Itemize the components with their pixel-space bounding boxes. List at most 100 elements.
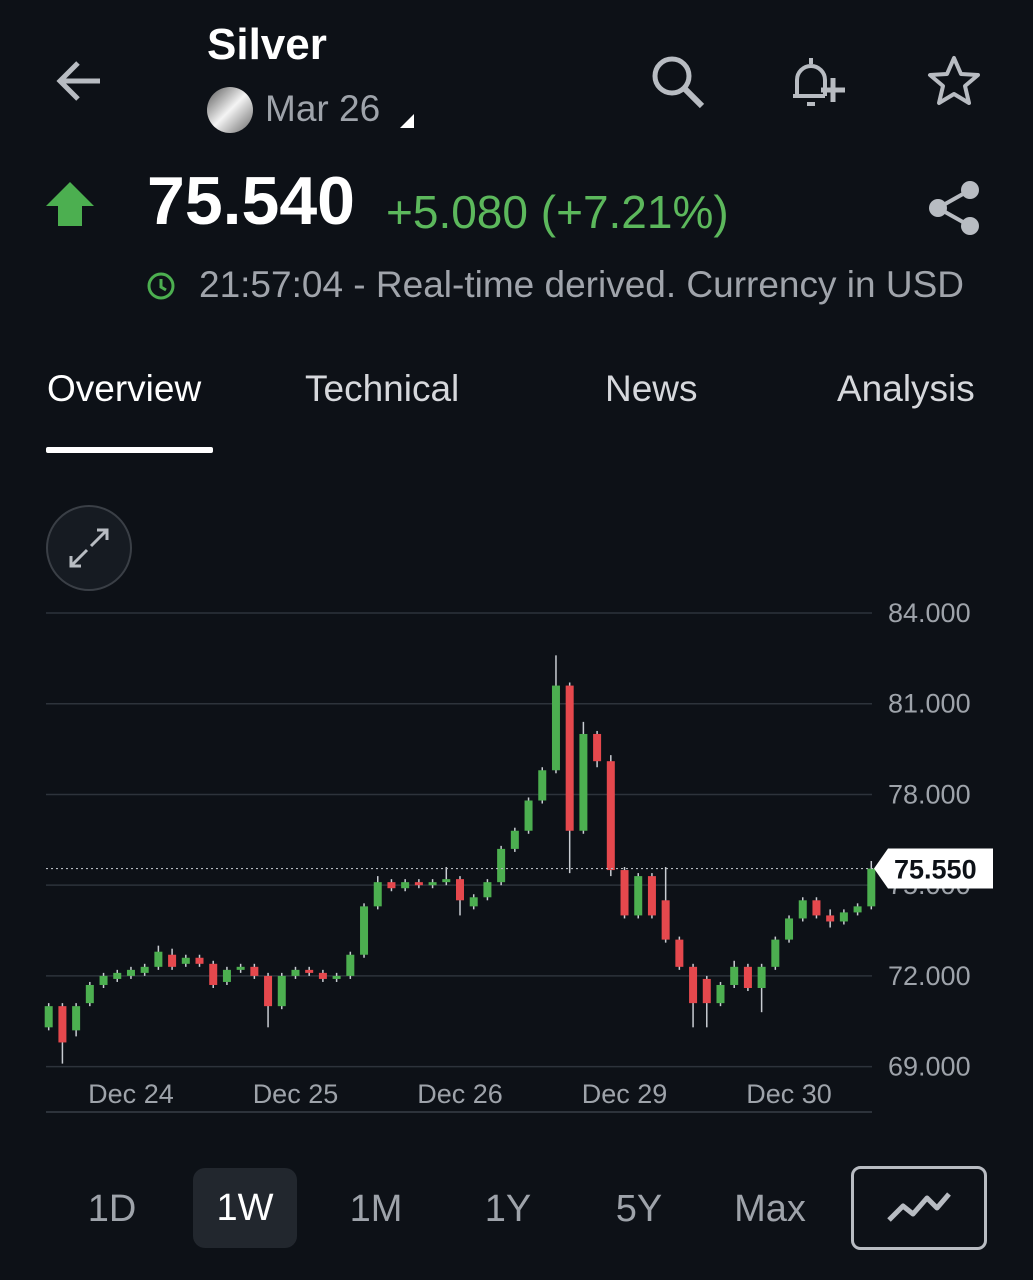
search-icon[interactable] — [648, 52, 708, 110]
candle-body — [99, 975, 108, 985]
candle-body — [373, 882, 382, 907]
candle-body — [456, 879, 464, 901]
x-tick-label: Dec 24 — [88, 1079, 174, 1109]
candle-body — [264, 975, 273, 1007]
candle-body — [785, 918, 794, 940]
candle-body — [209, 963, 218, 985]
candle-body — [442, 879, 451, 883]
candle-body — [126, 969, 135, 976]
tab[interactable]: News — [605, 368, 698, 409]
candle-body — [140, 966, 149, 973]
candle-body — [716, 984, 725, 1004]
last-price-label: 75.550 — [894, 855, 977, 885]
candle-body — [510, 830, 519, 849]
candlestick-chart: 69.00072.00075.00078.00081.00084.000Dec … — [44, 598, 993, 1113]
x-tick-label: Dec 29 — [582, 1079, 668, 1109]
y-tick-label: 78.000 — [888, 779, 971, 809]
chart-style-button[interactable] — [851, 1166, 987, 1250]
candle-body — [867, 868, 876, 907]
x-tick-label: Dec 30 — [746, 1079, 832, 1109]
range-option[interactable]: 1M — [349, 1188, 403, 1230]
last-price-tag — [874, 848, 993, 889]
candle-body — [647, 876, 656, 916]
candle-body — [414, 882, 423, 886]
tab[interactable]: Analysis — [837, 368, 975, 409]
candle-body — [305, 969, 314, 973]
candle-body — [812, 900, 821, 916]
y-tick-label: 81.000 — [888, 689, 971, 719]
candle-body — [826, 915, 835, 922]
candle-body — [579, 733, 588, 831]
candle-body — [620, 870, 629, 916]
candle-body — [743, 966, 752, 989]
candle-body — [839, 912, 848, 922]
y-tick-label: 72.000 — [888, 961, 971, 991]
expand-button[interactable] — [45, 504, 133, 592]
clock-icon — [147, 272, 175, 300]
back-button[interactable] — [50, 55, 110, 107]
candle-body — [634, 876, 643, 916]
candle-body — [332, 975, 341, 979]
title: Silver — [207, 20, 327, 69]
candle-body — [497, 848, 506, 883]
candle-body — [44, 1006, 53, 1028]
candle-body — [551, 685, 560, 771]
tab-underline — [46, 447, 213, 453]
candle-body — [401, 882, 410, 889]
candle-body — [236, 966, 245, 970]
candle-body — [606, 761, 615, 871]
range-option[interactable]: 5Y — [615, 1188, 663, 1230]
candle-body — [168, 954, 177, 967]
candle-body — [771, 939, 780, 967]
candle-body — [360, 906, 369, 955]
candle-body — [483, 882, 492, 898]
candle-body — [85, 984, 94, 1004]
time-note: 21:57:04 - Real-time derived. Currency i… — [199, 264, 964, 305]
range-option[interactable]: 1W — [193, 1168, 297, 1248]
price: 75.540 — [147, 163, 355, 239]
candle-body — [565, 685, 574, 831]
candle-body — [113, 972, 122, 979]
contract[interactable]: Mar 26 — [265, 88, 381, 129]
candle-body — [538, 770, 547, 801]
share-icon[interactable] — [926, 178, 984, 238]
candle-body — [469, 897, 478, 907]
tab[interactable]: Technical — [305, 368, 460, 409]
candle-body — [58, 1006, 67, 1043]
range-option[interactable]: Max — [734, 1188, 806, 1230]
alert-icon[interactable] — [785, 52, 849, 112]
x-tick-label: Dec 25 — [253, 1079, 339, 1109]
candle-body — [318, 972, 327, 979]
candle-body — [702, 978, 711, 1004]
candle-body — [291, 969, 300, 976]
candle-body — [798, 900, 807, 919]
candle-body — [277, 975, 286, 1007]
candle-body — [689, 966, 698, 1004]
candle-body — [428, 882, 437, 886]
silver-icon — [207, 87, 253, 133]
y-tick-label: 84.000 — [888, 598, 971, 628]
tab[interactable]: Overview — [47, 368, 202, 409]
candle-body — [524, 800, 533, 831]
up-arrow — [46, 182, 94, 226]
dropdown-caret — [400, 114, 414, 128]
candle-body — [675, 939, 684, 967]
candle-body — [757, 966, 766, 989]
candle-body — [181, 957, 190, 964]
candle-body — [72, 1006, 81, 1031]
candle-body — [387, 882, 396, 889]
candle-body — [195, 957, 204, 964]
candle-body — [661, 900, 670, 940]
candle-body — [222, 969, 231, 982]
x-tick-label: Dec 26 — [417, 1079, 503, 1109]
range-option[interactable]: 1D — [87, 1188, 137, 1230]
range-option[interactable]: 1Y — [484, 1188, 532, 1230]
candle-body — [346, 954, 355, 976]
candle-body — [853, 906, 862, 913]
candle-body — [250, 966, 259, 976]
y-tick-label: 69.000 — [888, 1052, 971, 1082]
candle-body — [154, 951, 163, 967]
candle-body — [730, 966, 739, 985]
favorite-icon[interactable] — [925, 54, 983, 110]
